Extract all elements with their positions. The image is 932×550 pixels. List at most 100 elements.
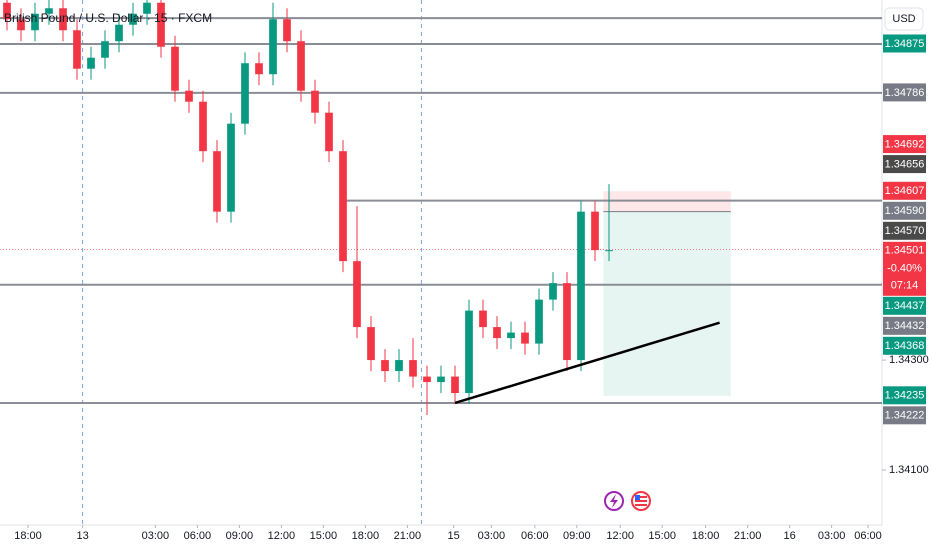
price-label: 1.34570 xyxy=(885,225,925,237)
x-tick-label: 16 xyxy=(783,530,795,542)
x-tick-label: 15:00 xyxy=(648,530,676,542)
price-label: 1.34607 xyxy=(885,185,925,197)
candle-body xyxy=(521,332,529,344)
price-label: 1.34692 xyxy=(885,138,925,150)
candle-body xyxy=(395,360,403,372)
price-label: 1.34590 xyxy=(885,205,925,217)
x-tick-label: 09:00 xyxy=(226,530,254,542)
plot xyxy=(0,0,886,528)
bar-countdown: 07:14 xyxy=(891,280,919,292)
x-tick-label: 21:00 xyxy=(734,530,762,542)
candle-body xyxy=(269,19,277,75)
candle-body xyxy=(493,327,501,339)
price-label-box xyxy=(883,181,926,200)
event-icons xyxy=(604,491,651,511)
price-label-box xyxy=(883,201,926,220)
candle-body xyxy=(423,376,431,383)
price-change: -0.40% xyxy=(887,263,922,275)
candle-body xyxy=(591,211,599,251)
price-label-box xyxy=(883,386,926,405)
candle-body xyxy=(437,376,445,383)
candle-body xyxy=(465,310,473,394)
candle-body xyxy=(451,376,459,394)
price-label: 1.34222 xyxy=(885,410,925,422)
candle-body xyxy=(101,41,109,58)
candle-body xyxy=(339,151,347,262)
candle-body xyxy=(283,19,291,42)
last-price-label: 1.34501 xyxy=(885,245,925,257)
price-label: 1.34786 xyxy=(885,87,925,99)
candle-body xyxy=(143,2,151,14)
price-label-box xyxy=(883,296,926,315)
x-tick-label: 03:00 xyxy=(142,530,170,542)
flag-stripe xyxy=(635,500,647,502)
x-tick-label: 12:00 xyxy=(606,530,634,542)
price-label-box xyxy=(883,135,926,154)
candle-body xyxy=(171,46,179,91)
candle-body xyxy=(199,101,207,152)
candle-body xyxy=(87,57,95,69)
x-tick-label: 03:00 xyxy=(478,530,506,542)
candle-body xyxy=(535,299,543,344)
flag-stripe xyxy=(635,504,647,506)
candle-body xyxy=(227,123,235,212)
candle-body xyxy=(563,283,571,361)
x-tick-label: 06:00 xyxy=(521,530,549,542)
candle-body xyxy=(73,30,81,69)
price-label: 1.34235 xyxy=(885,390,925,402)
price-label: 1.34875 xyxy=(885,38,925,50)
x-tick-label: 21:00 xyxy=(394,530,422,542)
x-tick-label: 09:00 xyxy=(563,530,591,542)
candle-body xyxy=(549,283,557,300)
candle-body xyxy=(311,90,319,113)
price-label-box xyxy=(883,221,926,240)
trend-line xyxy=(454,321,720,405)
price-label-box xyxy=(883,155,926,174)
candle-body xyxy=(353,261,361,328)
candle-body xyxy=(577,211,585,361)
last-price-box xyxy=(883,241,926,296)
price-label-box xyxy=(883,316,926,335)
price-label-box xyxy=(883,34,926,53)
price-label-box xyxy=(883,336,926,355)
price-label: 1.34368 xyxy=(885,340,925,352)
candle-body xyxy=(605,250,613,252)
x-tick-label: 06:00 xyxy=(854,530,882,542)
candle-body xyxy=(241,63,249,124)
currency-button[interactable] xyxy=(884,7,924,31)
price-label: 1.34656 xyxy=(885,158,925,170)
x-tick-label: 03:00 xyxy=(818,530,846,542)
candle-body xyxy=(3,2,11,20)
candle-body xyxy=(17,19,25,31)
candle-body xyxy=(213,151,221,212)
candle-body xyxy=(115,24,123,42)
price-label-box xyxy=(883,83,926,102)
flag-stripe xyxy=(635,496,647,498)
candle-body xyxy=(255,63,263,75)
y-tick-label: 1.34100 xyxy=(889,464,929,476)
currency[interactable]: USD xyxy=(892,13,915,25)
x-tick-label: 18:00 xyxy=(14,530,42,542)
price-label-box xyxy=(883,406,926,425)
candle-body xyxy=(157,2,165,47)
x-tick-label: 18:00 xyxy=(692,530,720,542)
candle-body xyxy=(129,13,137,25)
candle-body xyxy=(507,332,515,339)
x-tick-label: 12:00 xyxy=(268,530,296,542)
x-tick-label: 15 xyxy=(447,530,459,542)
candle-body xyxy=(185,90,193,102)
x-tick-label: 15:00 xyxy=(310,530,338,542)
target-zone xyxy=(603,211,731,396)
candle-body xyxy=(325,112,333,152)
candle-body xyxy=(479,310,487,328)
candle-body xyxy=(297,41,305,91)
chart-title: British Pound / U.S. Dollar · 15 · FXCM xyxy=(4,11,212,25)
candle-body xyxy=(45,8,53,14)
candle-body xyxy=(381,360,389,372)
x-tick-label: 06:00 xyxy=(184,530,212,542)
candle-body xyxy=(409,360,417,377)
price-label: 1.34432 xyxy=(885,320,925,332)
price-label: 1.34437 xyxy=(885,300,925,312)
